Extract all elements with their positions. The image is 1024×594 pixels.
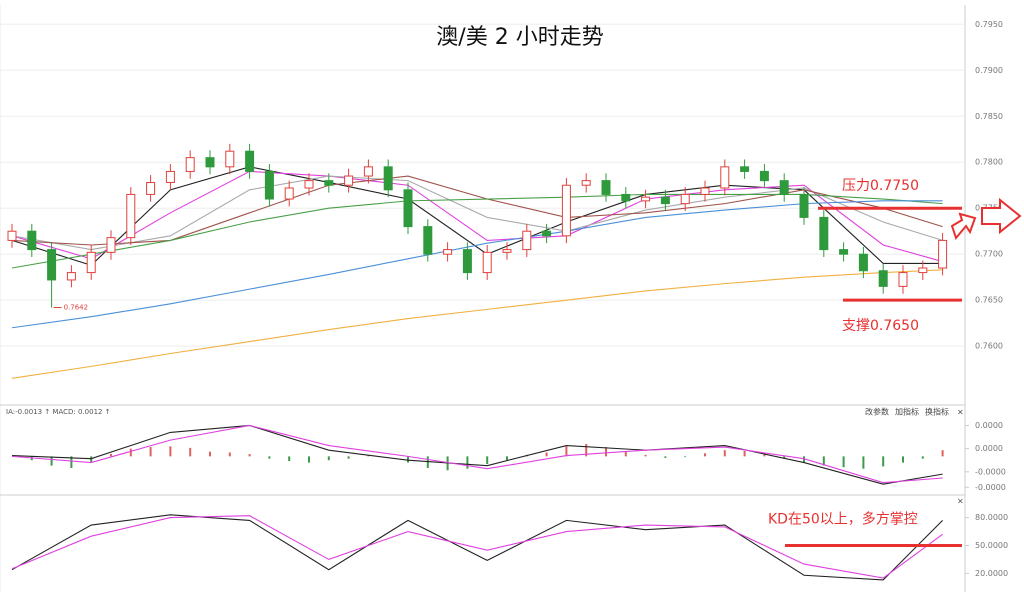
annotation-label: 支撑0.7650 [842, 318, 919, 334]
candle-body [146, 181, 156, 195]
candle-body [443, 249, 453, 255]
y-tick-label: 50.0000 [975, 541, 1008, 550]
candle-body [740, 166, 750, 172]
indicator-line [11, 424, 943, 485]
candle-body [205, 157, 215, 168]
candle-body [839, 249, 849, 255]
candle-body [680, 193, 690, 205]
indicator-line [11, 269, 943, 379]
y-tick-label: 0.0000 [975, 421, 1003, 430]
candle-body [601, 180, 611, 195]
candle-body [324, 180, 334, 186]
candle-body [185, 157, 195, 172]
y-tick-label: 80.0000 [975, 513, 1008, 522]
candle-body [27, 230, 37, 251]
candle-body [898, 272, 908, 287]
candle-body [383, 166, 393, 191]
candle-body [878, 270, 888, 287]
candle-body [7, 230, 17, 241]
y-tick-label: 0.7850 [975, 112, 1003, 121]
candle-body [403, 189, 413, 228]
candle-body [621, 193, 631, 202]
y-tick-label: 0.7800 [975, 158, 1003, 167]
indicator-button[interactable]: 加指标 [895, 407, 919, 417]
candle-body [799, 193, 809, 218]
y-tick-label: -0.0000 [975, 467, 1006, 476]
candle-body [720, 166, 730, 189]
y-tick-label: 0.7650 [975, 296, 1003, 305]
indicator-line [11, 170, 943, 263]
candle-body [858, 253, 868, 272]
candle-body [918, 267, 928, 274]
indicator-button[interactable]: × [957, 408, 964, 417]
indicator-line [11, 515, 943, 579]
candle-body [126, 193, 136, 239]
candle-body [344, 175, 354, 186]
candle-body [284, 187, 294, 200]
candle-body [86, 251, 96, 274]
indicator-button[interactable]: 改参数 [865, 407, 889, 417]
y-tick-label: 0.7700 [975, 250, 1003, 259]
close-button[interactable]: × [957, 497, 964, 506]
candle-body [542, 230, 552, 237]
candle-body [304, 180, 314, 189]
right-arrow [981, 197, 1022, 235]
low-label: 0.7642 [64, 304, 89, 312]
indicator-header: IA:-0.0013 ↑ MACD: 0.0012 ↑ [6, 408, 111, 416]
indicator-button[interactable]: 换指标 [925, 407, 949, 417]
indicator-line [11, 514, 943, 581]
candle-body [423, 226, 433, 255]
candle-body [641, 196, 651, 202]
y-tick-label: 20.0000 [975, 569, 1008, 578]
candle-body [522, 230, 532, 251]
y-tick-label: -0.0000 [975, 483, 1006, 492]
annotation-label: 压力0.7750 [842, 178, 919, 194]
red-arrow [950, 212, 977, 241]
candle-body [700, 187, 710, 195]
annotation-label: KD在50以上，多方掌控 [768, 511, 918, 528]
candle-body [165, 170, 175, 183]
candle-body [779, 180, 789, 195]
candle-body [581, 180, 591, 186]
candle-body [363, 166, 373, 177]
candle-body [819, 216, 829, 251]
chart-title: 澳/美 2 小时走势 [436, 25, 603, 50]
candle-body [245, 150, 255, 172]
y-tick-label: 0.7900 [975, 66, 1003, 75]
y-tick-label: 0.7950 [975, 20, 1003, 29]
candle-body [660, 196, 670, 205]
candle-body [938, 239, 948, 269]
candle-body [561, 184, 571, 237]
candle-body [264, 170, 274, 200]
candle-body [66, 272, 76, 281]
candle-body [225, 150, 235, 168]
candle-body [502, 249, 512, 253]
candle-body [47, 249, 57, 281]
candle-body [759, 170, 769, 182]
y-tick-label: 0.7600 [975, 342, 1003, 351]
indicator-line [11, 424, 943, 484]
candle-body [106, 237, 116, 253]
candle-body [462, 249, 472, 274]
y-tick-label: 0.0000 [975, 444, 1003, 453]
candle-body [482, 251, 492, 274]
